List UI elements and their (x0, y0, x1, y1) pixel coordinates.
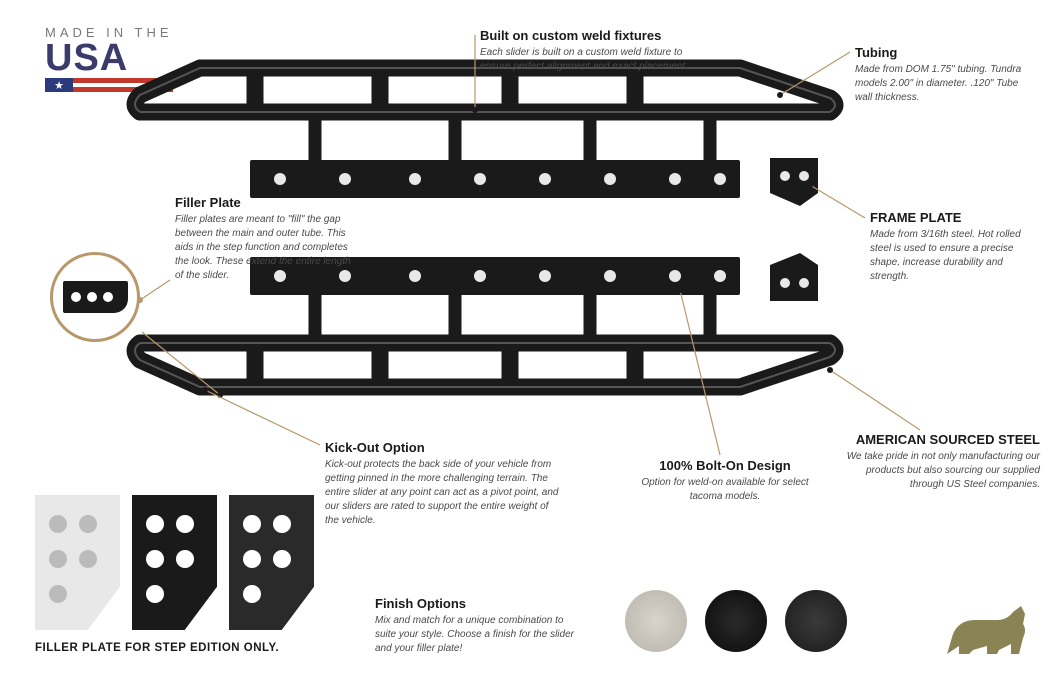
plate-sample-black-smooth (132, 495, 217, 630)
filler-plate-samples (35, 495, 314, 630)
finish-swatches (625, 590, 847, 652)
bear-logo-icon (939, 602, 1031, 672)
swatch-black-texture (785, 590, 847, 652)
swatch-black-smooth (705, 590, 767, 652)
swatch-weathered (625, 590, 687, 652)
plate-sample-black-texture (229, 495, 314, 630)
plate-sample-silver (35, 495, 120, 630)
plate-samples-label: FILLER PLATE FOR STEP EDITION ONLY. (35, 642, 279, 654)
